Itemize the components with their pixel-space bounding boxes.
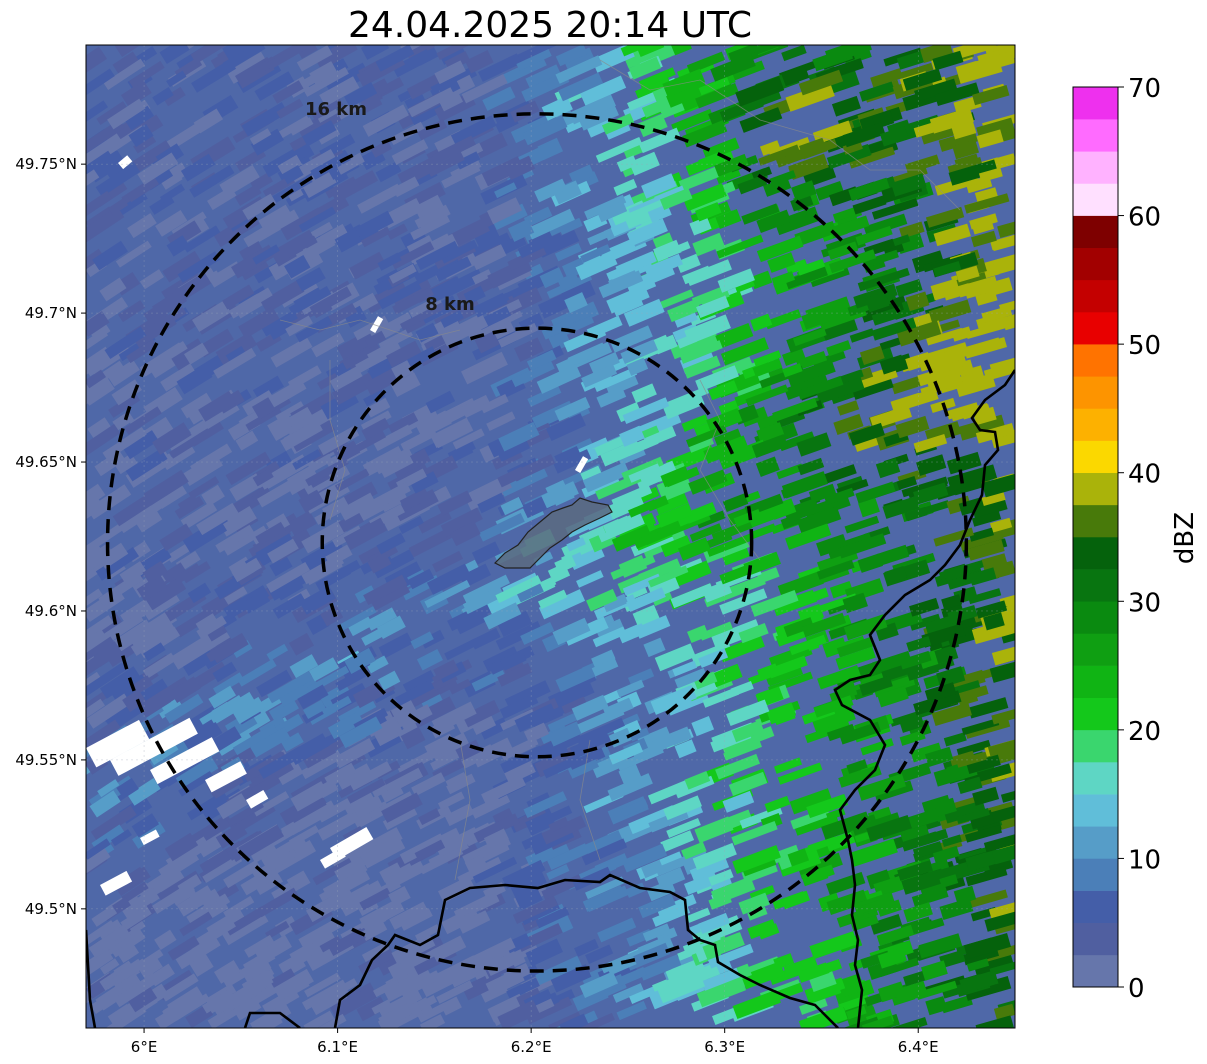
colorbar-swatch [1073,215,1118,249]
y-tick-label: 49.75°N [15,155,77,173]
colorbar-swatch [1073,794,1118,827]
colorbar-tick-label: 20 [1128,717,1161,747]
range-ring-8km [320,326,754,759]
colorbar-swatch [1073,312,1118,345]
x-tick-label: 6.4°E [898,1038,939,1056]
colorbar-tick-label: 70 [1128,74,1161,104]
x-tick-label: 6.2°E [511,1038,552,1056]
colorbar-tick-label: 50 [1128,331,1161,361]
range-ring-label: 8 km [425,294,475,315]
colorbar-swatch [1073,697,1118,731]
x-tick-label: 6°E [131,1038,158,1056]
colorbar-swatch [1073,183,1118,216]
x-tick-label: 6.3°E [704,1038,745,1056]
colorbar-tick-label: 40 [1128,460,1161,490]
colorbar-swatch [1073,537,1118,570]
colorbar-swatch [1073,408,1118,441]
country-borders [86,59,1015,1028]
colorbar-swatch [1073,119,1118,152]
colorbar-swatch [1073,826,1118,859]
colorbar-tick-label: 10 [1128,845,1161,875]
colorbar-tick-label: 60 [1128,203,1161,233]
colorbar-swatch [1073,633,1118,666]
colorbar-swatch [1073,890,1118,924]
y-tick-label: 49.55°N [15,751,77,769]
map-area: 8 km 16 km [86,45,1015,1028]
range-ring-label: 16 km [305,99,367,120]
colorbar-swatch [1073,665,1118,699]
no-data-gaps [86,155,589,896]
colorbar-swatch [1073,729,1118,763]
colorbar-swatch [1073,247,1118,281]
range-rings: 8 km 16 km [105,99,969,973]
colorbar-swatch [1073,472,1118,506]
colorbar-tick-label: 0 [1128,974,1145,1004]
x-tick-label: 6.1°E [317,1038,358,1056]
colorbar-label: dBZ [1170,512,1200,564]
colorbar-ticks: 0 10 20 30 40 50 60 70 [1118,74,1161,1004]
y-tick-label: 49.7°N [25,304,77,322]
colorbar-swatch [1073,569,1118,602]
colorbar-swatch [1073,151,1118,184]
colorbar-swatch [1073,440,1118,474]
colorbar-swatch [1073,87,1118,120]
y-tick-label: 49.65°N [15,453,77,471]
figure-title: 24.04.2025 20:14 UTC [348,5,752,46]
reflectivity-field [86,45,1015,1028]
x-axis-ticks: 6°E 6.1°E 6.2°E 6.3°E 6.4°E [131,1028,939,1056]
colorbar-swatch [1073,858,1118,891]
y-axis-ticks: 49.75°N 49.7°N 49.65°N 49.6°N 49.55°N 49.5°N [15,155,86,918]
colorbar-swatch [1073,504,1118,538]
colorbar-swatch [1073,344,1118,377]
colorbar-swatch [1073,279,1118,313]
y-tick-label: 49.5°N [25,900,77,918]
colorbar-swatch [1073,954,1118,988]
colorbar [1072,86,1119,988]
range-ring-16km [105,112,969,973]
colorbar-tick-label: 30 [1128,588,1161,618]
colorbar-swatch [1073,922,1118,956]
city-outline [493,497,613,569]
y-tick-label: 49.6°N [25,602,77,620]
colorbar-swatch [1073,376,1118,409]
map-frame [85,44,1016,1029]
colorbar-swatch [1073,762,1118,795]
colorbar-swatch [1073,601,1118,634]
